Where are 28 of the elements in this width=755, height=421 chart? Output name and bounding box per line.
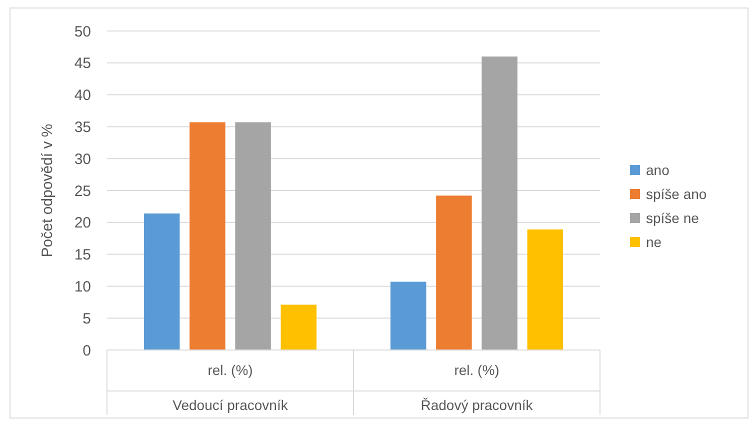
y-tick-label: 35 [74,118,91,136]
y-tick-label: 50 [74,23,91,40]
legend-label: spíše ano [646,186,707,202]
bar [280,304,317,350]
bar [144,213,180,350]
legend-label: ano [646,162,670,178]
y-axis-title: Počet odpovědí v % [39,124,56,258]
x-tick-label: rel. (%) [208,362,253,378]
bar [390,282,426,350]
bar [482,56,518,350]
legend-label: spíše ne [646,210,700,226]
bar [190,122,226,350]
text: Řadový pracovník [420,397,534,413]
y-tick-label: 20 [74,214,91,232]
y-tick-label: 30 [74,150,91,168]
text: Vedoucí pracovník [172,397,289,413]
legend-label: ne [646,234,662,250]
y-tick-label: 10 [74,278,91,296]
y-tick-label: 45 [74,55,91,72]
bar [235,122,271,350]
bar [436,196,472,350]
x-tick-label: rel. (%) [454,362,500,378]
y-tick-label: 25 [74,182,91,200]
y-tick-label: 5 [82,310,91,328]
y-tick-label: 15 [74,246,91,264]
bar [527,229,564,350]
y-tick-label: 40 [74,87,91,104]
y-tick-label: 0 [82,342,91,360]
